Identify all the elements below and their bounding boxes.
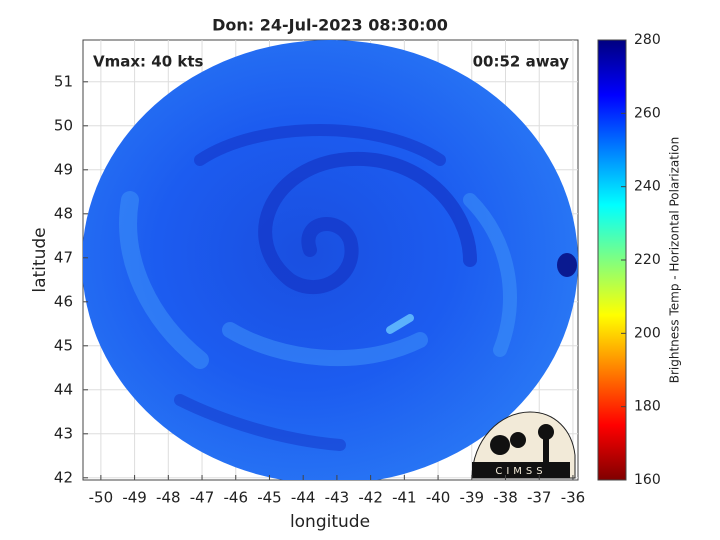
chart-title: Don: 24-Jul-2023 08:30:00 [212,16,448,35]
logo-text: CIMSS [495,466,546,477]
logo: CIMSS [471,411,576,479]
y-tick-label: 48 [54,204,73,222]
x-tick-label: -45 [257,489,282,507]
y-tick-label: 47 [54,248,73,266]
x-tick-label: -39 [460,489,485,507]
x-tick-label: -44 [291,489,316,507]
y-tick-label: 50 [54,116,73,134]
colorbar-tick-label: 180 [634,399,661,415]
annotation: Vmax: 40 kts [93,53,203,71]
imagery [83,40,578,480]
y-tick-label: 44 [54,380,73,398]
colorbar-tick-label: 200 [634,325,661,341]
y-tick-label: 42 [54,468,73,486]
x-tick-label: -38 [493,489,518,507]
x-tick-label: -43 [325,489,350,507]
y-axis-label: latitude [30,227,50,292]
colorbar-label: Brightness Temp - Horizontal Polarizatio… [668,137,682,384]
y-tick-label: 46 [54,292,73,310]
x-tick-label: -48 [156,489,181,507]
x-tick-label: -37 [527,489,552,507]
x-tick-label: -46 [223,489,248,507]
x-tick-label: -41 [392,489,417,507]
x-axis-label: longitude [290,512,370,532]
y-tick-label: 45 [54,336,73,354]
x-tick-label: -50 [89,489,114,507]
x-tick-label: -40 [426,489,451,507]
y-tick-label: 51 [54,72,73,90]
colorbar-tick-label: 260 [634,105,661,121]
colorbar-tick-label: 160 [634,472,661,488]
x-tick-label: -49 [122,489,147,507]
colorbar-tick-label: 220 [634,252,661,268]
x-tick-label: -36 [561,489,586,507]
annotation: 00:52 away [473,53,570,71]
y-tick-label: 49 [54,160,73,178]
colorbar-tick-label: 240 [634,179,661,195]
x-tick-label: -47 [190,489,215,507]
y-tick-label: 43 [54,424,73,442]
x-tick-label: -42 [358,489,383,507]
colorbar-tick-label: 280 [634,32,661,48]
